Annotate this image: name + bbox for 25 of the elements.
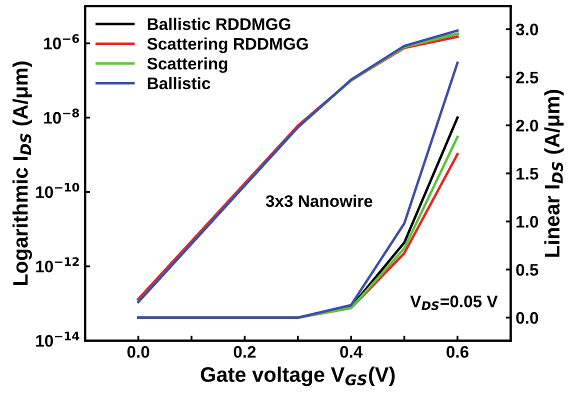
legend-label: Scattering RDDMGG <box>147 37 308 54</box>
y2-tick-label: 2.5 <box>516 72 538 84</box>
x-tick-label: 0.6 <box>446 346 468 358</box>
y-tick-label: 10$^{−10}$ <box>36 182 80 198</box>
y2-axis-title: Linear I$_{DS}$ (A/μm) <box>544 90 564 257</box>
x-tick-label: 0.0 <box>127 346 150 358</box>
annotation: 3x3 Nanowire <box>266 194 372 208</box>
x-axis-title: Gate voltage V$_{GS}$(V) <box>200 366 395 386</box>
y2-tick-label: 3.0 <box>516 24 538 36</box>
annotation: V$_{DS}$=0.05 V <box>410 296 498 310</box>
y-tick-label: 10$^{−12}$ <box>36 257 79 272</box>
y2-tick-label: 1.5 <box>516 168 538 180</box>
x-tick-label: 0.2 <box>234 346 256 358</box>
x-tick-label: 0.4 <box>340 346 363 358</box>
y-tick-label: 10$^{−8}$ <box>44 108 79 124</box>
legend-label: Ballistic <box>148 77 210 90</box>
y-tick-label: 10$^{−6}$ <box>44 34 80 50</box>
y2-tick-label: 0.5 <box>516 264 538 276</box>
legend-label: Ballistic RDDMGG <box>148 18 290 30</box>
y2-tick-label: 0.0 <box>516 312 538 324</box>
y2-tick-label: 1.0 <box>516 216 538 228</box>
legend-label: Scattering <box>147 57 228 73</box>
y-axis-title: Logarithmic I$_{DS}$ (A/μm) <box>12 62 32 286</box>
y-tick-label: 10$^{−14}$ <box>36 332 80 347</box>
y2-tick-label: 2.0 <box>516 120 538 132</box>
